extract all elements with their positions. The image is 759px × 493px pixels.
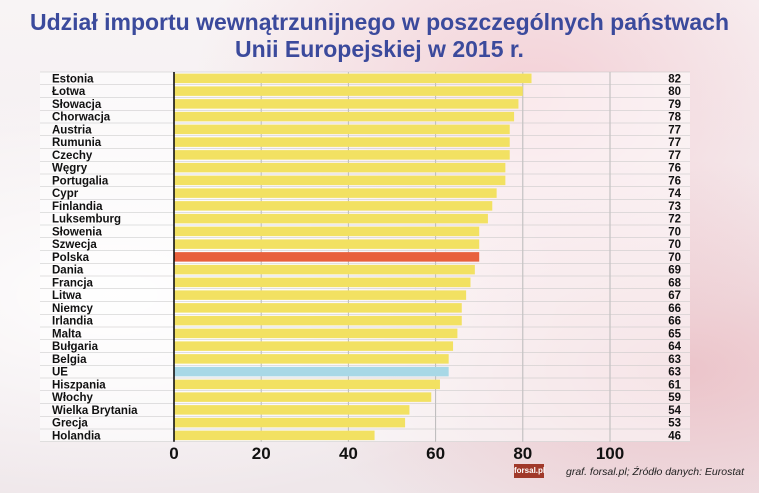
value-label: 54 (668, 405, 681, 417)
bar-rumunia (174, 137, 510, 147)
bar-estonia (174, 73, 532, 84)
bar-włochy (174, 392, 432, 402)
value-label: 73 (668, 201, 681, 213)
category-label: Holandia (52, 430, 101, 442)
category-label: Dania (52, 265, 84, 277)
category-label: Portugalia (52, 175, 109, 187)
category-label: Litwa (52, 290, 82, 302)
value-label: 77 (668, 150, 681, 162)
value-label: 68 (668, 277, 681, 289)
category-label: Łotwa (52, 86, 86, 98)
category-label: Estonia (52, 73, 94, 85)
value-label: 76 (668, 175, 681, 187)
category-label: Irlandia (52, 316, 94, 328)
bar-finlandia (174, 201, 493, 211)
value-label: 77 (668, 137, 681, 149)
category-label: Finlandia (52, 201, 103, 213)
x-tick-label: 60 (426, 444, 445, 463)
value-label: 67 (668, 290, 681, 302)
value-label: 69 (668, 265, 681, 277)
category-label: Chorwacja (52, 112, 111, 124)
category-label: Malta (52, 328, 82, 340)
value-label: 63 (668, 367, 681, 379)
bar-łotwa (174, 86, 523, 96)
value-label: 70 (668, 252, 681, 264)
category-label: Wielka Brytania (52, 405, 138, 417)
category-label: Niemcy (52, 303, 94, 315)
bar-węgry (174, 162, 506, 173)
bar-austria (174, 124, 510, 135)
category-label: Bułgaria (52, 341, 99, 353)
bar-niemcy (174, 303, 462, 313)
value-label: 79 (668, 99, 681, 111)
forsal-logo: forsal.pl (514, 464, 545, 478)
bar-luksemburg (174, 213, 488, 224)
value-label: 70 (668, 239, 681, 251)
category-label: Włochy (52, 392, 93, 404)
value-label: 80 (668, 86, 681, 98)
bar-bułgaria (174, 341, 454, 351)
value-label: 65 (668, 328, 681, 340)
bar-słowacja (174, 99, 519, 109)
value-label: 74 (668, 188, 681, 200)
bar-belgia (174, 354, 449, 364)
value-label: 66 (668, 316, 681, 328)
category-label: UE (52, 367, 68, 379)
category-label: Francja (52, 277, 94, 289)
bar-holandia (174, 430, 375, 441)
category-label: Cypr (52, 188, 79, 200)
bar-polska (174, 252, 480, 262)
value-label: 46 (668, 430, 681, 442)
bar-francja (174, 277, 471, 288)
bar-malta (174, 328, 458, 339)
bar-litwa (174, 290, 467, 300)
value-label: 72 (668, 214, 681, 226)
value-label: 77 (668, 124, 681, 136)
value-label: 53 (668, 418, 681, 430)
x-tick-label: 80 (513, 444, 532, 463)
source-note: graf. forsal.pl; Źródło danych: Eurostat (566, 466, 745, 478)
category-label: Rumunia (52, 137, 102, 149)
category-label: Słowenia (52, 226, 102, 238)
category-label: Luksemburg (52, 214, 121, 226)
bar-dania (174, 264, 475, 275)
value-label: 76 (668, 163, 681, 175)
category-label: Słowacja (52, 99, 102, 111)
bar-grecja (174, 417, 406, 428)
bar-chorwacja (174, 111, 515, 122)
category-label: Czechy (52, 150, 93, 162)
bar-ue (174, 366, 449, 377)
value-label: 82 (668, 73, 681, 85)
category-label: Austria (52, 124, 92, 136)
bar-portugalia (174, 175, 506, 186)
x-tick-label: 100 (596, 444, 624, 463)
bar-słowenia (174, 226, 480, 237)
x-tick-label: 20 (252, 444, 271, 463)
category-label: Polska (52, 252, 90, 264)
value-label: 70 (668, 226, 681, 238)
category-label: Grecja (52, 418, 88, 430)
category-label: Węgry (52, 163, 88, 175)
bar-wielka-brytania (174, 405, 410, 415)
bar-irlandia (174, 315, 462, 326)
value-label: 59 (668, 392, 681, 404)
value-label: 66 (668, 303, 681, 315)
value-label: 63 (668, 354, 681, 366)
value-label: 61 (668, 379, 681, 391)
value-label: 78 (668, 112, 681, 124)
bar-cypr (174, 188, 497, 198)
category-label: Belgia (52, 354, 87, 366)
bar-hiszpania (174, 379, 440, 390)
category-label: Hiszpania (52, 379, 106, 391)
chart-title-line-2: Unii Europejskiej w 2015 r. (235, 36, 524, 62)
bar-szwecja (174, 239, 480, 249)
category-label: Szwecja (52, 239, 97, 251)
value-label: 64 (668, 341, 681, 353)
chart-title-line-1: Udział importu wewnątrzunijnego w poszcz… (29, 9, 730, 35)
x-tick-label: 0 (169, 444, 178, 463)
x-tick-label: 40 (339, 444, 358, 463)
bar-czechy (174, 150, 510, 160)
